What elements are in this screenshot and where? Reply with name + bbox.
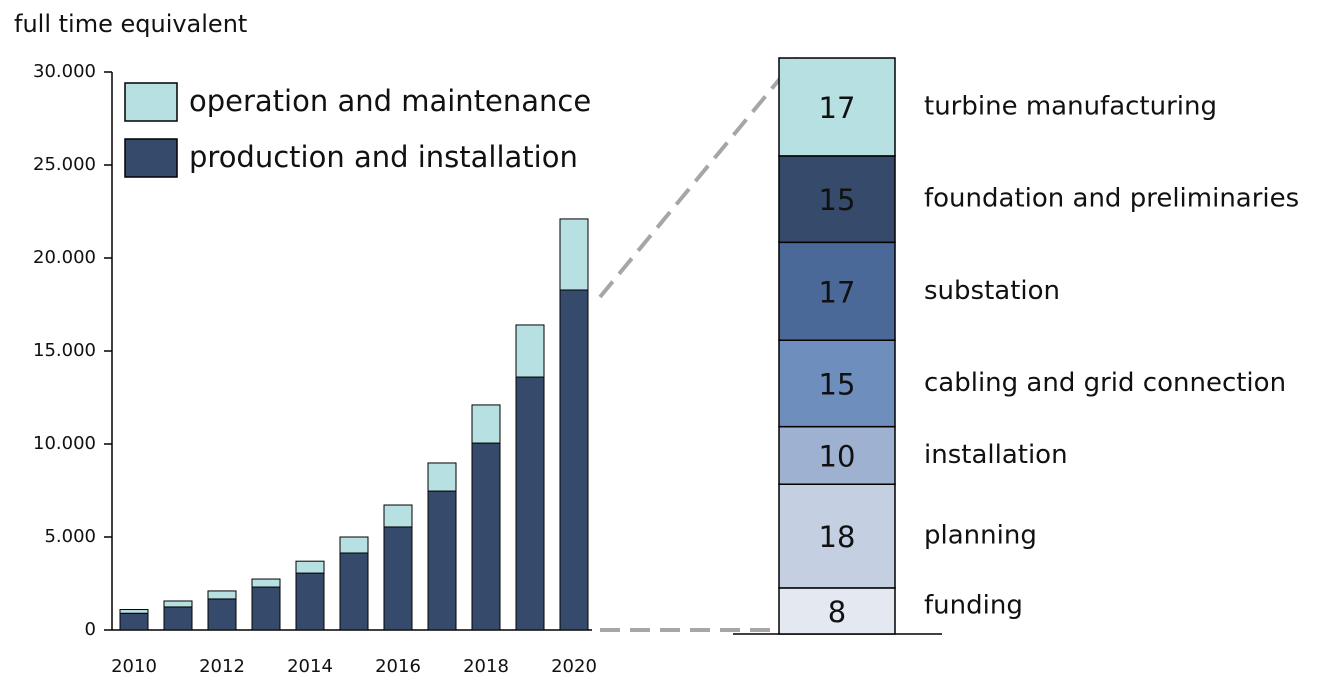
y-tick-label: 25.000 [33,154,96,175]
y-tick-label: 0 [85,619,96,640]
segment-label: funding [924,590,1023,620]
bar-segment [559,289,589,631]
segment [778,483,896,589]
legend-label: production and installation [189,140,578,174]
y-tick-label: 20.000 [33,247,96,268]
segment [778,241,896,341]
segment-value: 8 [828,595,846,629]
bar-segment [471,404,501,444]
x-tick-label: 2018 [463,656,509,677]
segment-value: 15 [819,183,856,217]
segment-value: 17 [819,91,856,125]
y-tick-label: 10.000 [33,433,96,454]
bar-segment [207,590,237,600]
x-tick-label: 2012 [199,656,245,677]
y-tick-label: 30.000 [33,61,96,82]
segment-value: 10 [819,439,856,473]
bar-segment [427,490,457,631]
bar-segment [119,612,149,631]
y-tick-label: 15.000 [33,340,96,361]
bar-segment [515,376,545,631]
segment [778,57,896,157]
bar-segment [251,578,281,588]
bar-segment [163,600,193,608]
bar-segment [251,586,281,631]
x-tick-label: 2020 [551,656,597,677]
bar-segment [515,324,545,378]
bar-segment [471,442,501,631]
bar-segment [427,462,457,492]
segment-label: substation [924,276,1060,306]
bar-segment [339,536,369,554]
segment-label: cabling and grid connection [924,368,1286,398]
segment-label: turbine manufacturing [924,91,1217,121]
bar-segment [383,504,413,528]
x-tick-label: 2016 [375,656,421,677]
segment-label: installation [924,440,1068,470]
bar-segment [295,572,325,631]
y-tick-label: 5.000 [44,526,96,547]
bar-segment [559,218,589,291]
bar-segment [163,606,193,631]
segment-value: 17 [819,275,856,309]
bar-segment [295,560,325,574]
bar-segment [119,609,149,614]
connector [598,56,799,299]
y-axis-title: full time equivalent [14,10,247,38]
segment-value: 15 [819,367,856,401]
x-tick-label: 2014 [287,656,333,677]
segment [778,155,896,244]
segment [778,339,896,428]
x-tick-label: 2010 [111,656,157,677]
segment-label: planning [924,521,1037,551]
segment-label: foundation and preliminaries [924,184,1299,214]
legend-swatch [124,82,178,122]
bar-segment [339,552,369,631]
bar-segment [383,526,413,631]
segment-value: 18 [819,520,856,554]
legend-swatch [124,138,178,178]
legend-label: operation and maintenance [189,84,591,118]
segment [778,425,896,485]
bar-segment [207,598,237,631]
